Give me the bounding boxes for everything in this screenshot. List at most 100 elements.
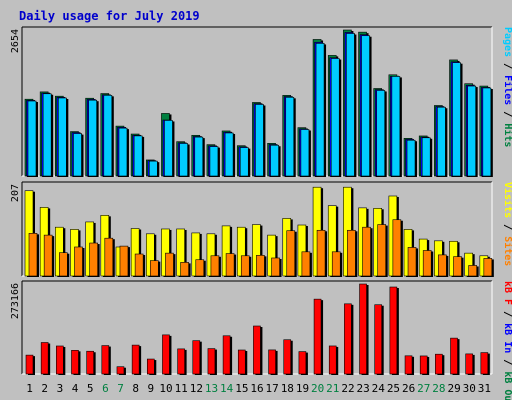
legend-kbytes-part-2: kB In bbox=[502, 323, 512, 353]
legend-kbytes: kB F / kB In / kB Out bbox=[502, 281, 512, 400]
bar-kbf-6 bbox=[101, 345, 110, 375]
legend-pages-files-hits-part-4: Hits bbox=[502, 123, 512, 147]
bar-sites-30 bbox=[468, 265, 477, 277]
bar-kbf-24 bbox=[374, 304, 383, 375]
bar-kbf-1 bbox=[25, 354, 34, 375]
bar-sites-14 bbox=[225, 253, 235, 277]
day-label-21: 21 bbox=[326, 382, 339, 395]
day-label-18: 18 bbox=[281, 382, 294, 395]
day-label-16: 16 bbox=[250, 382, 263, 395]
legend-pages-files-hits-part-0: Pages bbox=[502, 27, 512, 57]
bar-pages-6 bbox=[103, 95, 113, 177]
day-label-3: 3 bbox=[57, 382, 64, 395]
bar-pages-4 bbox=[73, 133, 82, 177]
bar-kbf-17 bbox=[268, 349, 276, 375]
bar-kbf-20 bbox=[313, 298, 322, 375]
bar-pages-15 bbox=[239, 147, 249, 177]
bar-pages-16 bbox=[255, 104, 264, 177]
day-label-27: 27 bbox=[417, 382, 430, 395]
day-label-15: 15 bbox=[235, 382, 248, 395]
bar-sites-19 bbox=[301, 251, 311, 277]
bar-sites-20 bbox=[316, 229, 326, 277]
legend-visits-sites-part-0: Visits bbox=[502, 182, 512, 218]
bar-sites-10 bbox=[165, 252, 174, 277]
bar-kbf-4 bbox=[71, 350, 79, 375]
bar-sites-1 bbox=[28, 233, 38, 277]
bar-pages-27 bbox=[421, 137, 431, 177]
legend-labels: Pages / Files / Hits Visits / Sites kB F /… bbox=[502, 27, 512, 400]
bar-kbf-16 bbox=[253, 325, 261, 375]
bar-sites-25 bbox=[392, 219, 402, 277]
bar-kbf-18 bbox=[283, 339, 292, 375]
day-label-11: 11 bbox=[175, 382, 188, 395]
bar-sites-22 bbox=[347, 229, 356, 277]
legend-kbytes-part-1: / bbox=[502, 305, 512, 323]
panel-2-max-label: 207 bbox=[10, 184, 21, 202]
bar-sites-5 bbox=[89, 242, 98, 277]
day-label-4: 4 bbox=[72, 382, 79, 395]
bar-pages-26 bbox=[406, 139, 416, 177]
day-label-29: 29 bbox=[447, 382, 460, 395]
bar-sites-7 bbox=[119, 245, 129, 277]
panel-1-max-label: 2654 bbox=[10, 29, 21, 53]
bar-pages-24 bbox=[376, 90, 386, 177]
bar-pages-23 bbox=[361, 35, 370, 177]
bar-sites-2 bbox=[43, 234, 53, 277]
legend-pages-files-hits-part-2: Files bbox=[502, 75, 512, 105]
bar-sites-18 bbox=[286, 230, 296, 277]
bar-pages-8 bbox=[133, 135, 143, 177]
bar-pages-31 bbox=[482, 87, 492, 177]
legend-pages-files-hits-part-3: / bbox=[502, 105, 512, 123]
bar-pages-5 bbox=[88, 99, 97, 177]
bar-pages-9 bbox=[148, 160, 158, 177]
legend-pages-files-hits-part-1: / bbox=[502, 57, 512, 75]
bar-sites-12 bbox=[195, 259, 205, 277]
bar-pages-14 bbox=[224, 132, 234, 177]
bar-pages-7 bbox=[118, 127, 128, 177]
bar-kbf-11 bbox=[177, 348, 185, 375]
bar-pages-17 bbox=[270, 144, 279, 177]
legend-visits-sites-part-1: / bbox=[502, 218, 512, 236]
day-label-24: 24 bbox=[372, 382, 386, 395]
bar-sites-26 bbox=[407, 247, 417, 277]
day-label-2: 2 bbox=[41, 382, 48, 395]
panel-3-max-label: 273166 bbox=[10, 283, 21, 319]
bar-kbf-8 bbox=[131, 344, 140, 375]
bar-kbf-30 bbox=[465, 353, 473, 375]
bar-sites-31 bbox=[483, 258, 493, 277]
bar-sites-11 bbox=[180, 262, 189, 277]
day-label-14: 14 bbox=[220, 382, 234, 395]
bar-kbf-26 bbox=[404, 355, 413, 375]
bar-kbf-23 bbox=[359, 283, 367, 375]
legend-pages-files-hits: Pages / Files / Hits bbox=[502, 27, 512, 147]
bar-kbf-10 bbox=[162, 334, 170, 375]
bar-sites-9 bbox=[149, 260, 159, 277]
bar-kbf-15 bbox=[237, 349, 246, 375]
legend-visits-sites-part-2: Sites bbox=[502, 236, 512, 266]
chart-title: Daily usage for July 2019 bbox=[19, 9, 200, 23]
day-label-22: 22 bbox=[341, 382, 354, 395]
legend-kbytes-part-3: / bbox=[502, 353, 512, 371]
day-label-28: 28 bbox=[432, 382, 445, 395]
bar-kbf-12 bbox=[192, 340, 201, 375]
day-label-8: 8 bbox=[132, 382, 139, 395]
bar-kbf-13 bbox=[207, 348, 216, 375]
bar-pages-1 bbox=[27, 100, 37, 177]
bar-sites-15 bbox=[240, 255, 250, 277]
bar-kbf-28 bbox=[435, 353, 443, 375]
bar-kbf-25 bbox=[389, 286, 398, 375]
bar-kbf-31 bbox=[480, 352, 489, 375]
bar-pages-13 bbox=[209, 146, 219, 177]
bar-sites-3 bbox=[59, 252, 68, 277]
bar-pages-11 bbox=[179, 143, 188, 177]
day-label-13: 13 bbox=[205, 382, 218, 395]
bar-sites-16 bbox=[256, 255, 265, 277]
bar-kbf-5 bbox=[86, 350, 94, 375]
bar-pages-21 bbox=[330, 58, 340, 177]
bar-sites-29 bbox=[453, 256, 462, 277]
legend-visits-sites: Visits / Sites bbox=[502, 182, 512, 266]
bar-pages-12 bbox=[194, 136, 204, 177]
day-label-9: 9 bbox=[148, 382, 155, 395]
